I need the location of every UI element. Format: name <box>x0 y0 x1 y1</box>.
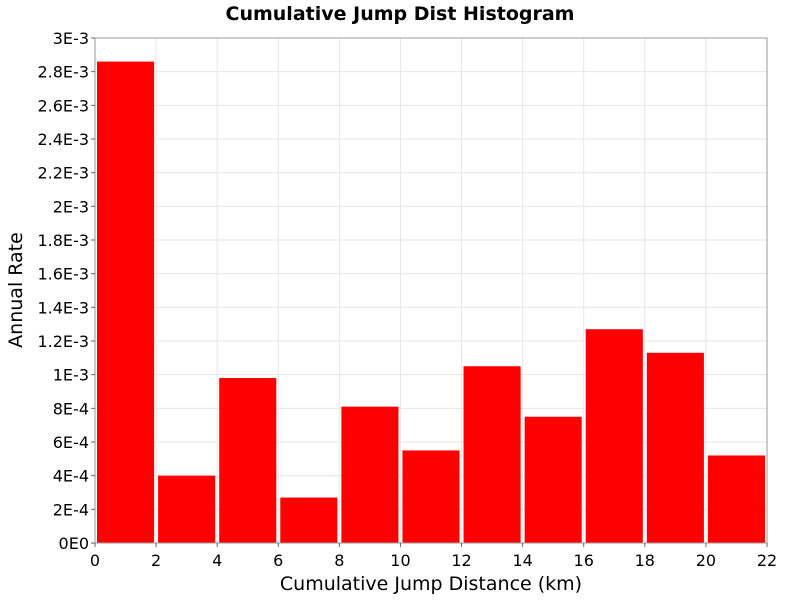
y-tick-label: 6E-4 <box>53 433 89 452</box>
histogram-bar <box>524 416 582 543</box>
y-tick-label: 0E0 <box>59 534 89 553</box>
x-tick-label: 12 <box>451 551 471 570</box>
x-tick-label: 2 <box>151 551 161 570</box>
y-tick-label: 8E-4 <box>53 399 89 418</box>
y-tick-label: 1E-3 <box>53 366 89 385</box>
y-axis: 0E0 2E-4 4E-4 6E-4 8E-4 1E-3 1.2E-3 1.4E-3 1.6E-… <box>37 29 95 553</box>
y-tick-label: 2.6E-3 <box>37 96 89 115</box>
y-tick-label: 2.4E-3 <box>37 130 89 149</box>
histogram-bar <box>219 378 277 543</box>
x-axis: 0 2 4 6 8 10 12 14 16 18 20 22 <box>90 543 777 570</box>
y-tick-label: 1.2E-3 <box>37 332 89 351</box>
y-tick-label: 1.4E-3 <box>37 298 89 317</box>
y-tick-label: 1.6E-3 <box>37 265 89 284</box>
y-tick-label: 3E-3 <box>53 29 89 48</box>
grid-lines <box>94 37 768 544</box>
plot-area-border <box>94 37 768 544</box>
histogram-bar <box>585 329 643 543</box>
histogram-bar <box>402 450 460 543</box>
y-tick-label: 1.8E-3 <box>37 231 89 250</box>
x-tick-label: 20 <box>696 551 716 570</box>
x-tick-label: 22 <box>757 551 777 570</box>
chart-title: Cumulative Jump Dist Histogram <box>226 3 575 25</box>
y-tick-label: 2E-4 <box>53 500 89 519</box>
y-tick-label: 2E-3 <box>53 197 89 216</box>
y-tick-label: 2.2E-3 <box>37 164 89 183</box>
x-tick-label: 16 <box>574 551 594 570</box>
y-tick-label: 4E-4 <box>53 467 89 486</box>
histogram-bar <box>646 352 704 543</box>
x-tick-label: 10 <box>390 551 410 570</box>
bars <box>97 61 765 544</box>
x-tick-label: 18 <box>635 551 655 570</box>
x-tick-label: 4 <box>212 551 222 570</box>
histogram-bar <box>463 366 521 543</box>
y-axis-label: Annual Rate <box>5 232 27 348</box>
x-tick-label: 0 <box>90 551 100 570</box>
histogram-bar <box>280 497 338 543</box>
x-tick-label: 8 <box>334 551 344 570</box>
x-tick-label: 14 <box>512 551 532 570</box>
x-tick-label: 6 <box>273 551 283 570</box>
histogram-bar <box>707 455 765 543</box>
histogram-bar <box>158 475 216 543</box>
y-tick-label: 2.8E-3 <box>37 63 89 82</box>
histogram-bar <box>341 406 399 543</box>
histogram-bar <box>97 61 155 544</box>
x-axis-label: Cumulative Jump Distance (km) <box>280 573 582 595</box>
